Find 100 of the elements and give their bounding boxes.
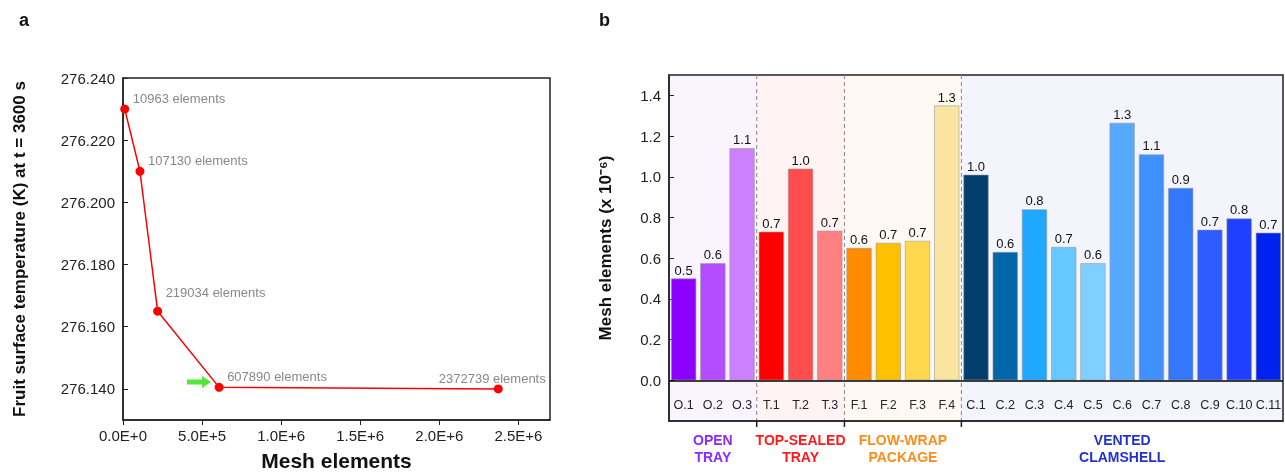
bar [1255, 232, 1281, 381]
bar [1168, 187, 1194, 381]
x-tick-label: C.6 [1112, 397, 1132, 412]
x-tick-label: 2.0E+6 [415, 427, 464, 444]
x-tick-label: C.1 [966, 397, 986, 412]
point [493, 384, 503, 394]
x-tick-label: T.2 [792, 397, 809, 412]
bar [758, 231, 784, 381]
y-tick-label: 276.140 [60, 380, 115, 398]
bar [671, 278, 697, 381]
bar [700, 263, 726, 381]
y-tick-label: 0.4 [640, 290, 661, 308]
data-label: 1.3 [937, 89, 956, 105]
x-tick-label: F.1 [850, 397, 868, 412]
bar [963, 174, 989, 381]
data-label: 0.7 [1200, 213, 1219, 229]
x-tick-label: C.10 [1225, 397, 1253, 412]
y-tick-label: 1.0 [640, 168, 661, 186]
y-tick-label: 0.2 [640, 331, 661, 349]
chart-title: b [599, 10, 610, 30]
y-tick-label: 276.160 [60, 318, 115, 336]
bar [1197, 229, 1223, 381]
annotation: 10963 elements [132, 91, 226, 107]
x-tick-label: O.1 [673, 397, 694, 412]
data-label: 1.0 [966, 158, 986, 174]
bar [1226, 218, 1252, 381]
data-label: 0.5 [674, 262, 693, 278]
bar [1021, 209, 1048, 381]
x-tick-label: O.3 [732, 397, 753, 412]
data-label: 0.8 [1230, 202, 1249, 218]
data-label: 0.6 [850, 232, 869, 247]
data-label: 0.7 [1054, 230, 1073, 246]
x-tick-label: F.2 [879, 397, 897, 412]
band-label: FLOW-WRAP PACKAGE [858, 431, 948, 465]
bar [1109, 122, 1135, 381]
bar [846, 248, 872, 381]
bar [729, 148, 755, 381]
x-axis-title: Mesh elements [261, 449, 412, 472]
x-tick-label: C.11 [1255, 397, 1282, 412]
y-axis-title: Fruit surface temperature (K) at t = 3600 s [10, 81, 29, 417]
x-tick-label: 1.5E+6 [336, 427, 385, 444]
annotation: 607890 elements [227, 369, 328, 385]
data-label: 0.6 [703, 247, 722, 263]
annotation: 2372739 elements [438, 370, 547, 386]
annotation: 107130 elements [147, 153, 249, 169]
data-label: 0.7 [762, 215, 781, 231]
x-tick-label: C.7 [1141, 397, 1162, 412]
y-tick-label: 276.200 [60, 193, 115, 211]
x-tick-label: C.3 [1024, 397, 1045, 412]
x-tick-label: C.8 [1170, 397, 1191, 412]
x-tick-label: 0.0E+0 [99, 427, 147, 444]
y-axis-title: Mesh elements (x 10⁻⁶) [596, 155, 615, 341]
bar [1138, 154, 1164, 381]
point [214, 382, 224, 392]
y-tick-label: 276.180 [60, 256, 115, 274]
x-tick-label: 2.5E+6 [494, 427, 543, 444]
y-tick-label: 0.8 [640, 208, 661, 226]
data-label: 1.0 [791, 152, 810, 168]
x-tick-label: 5.0E+5 [178, 427, 227, 444]
x-tick-label: C.4 [1053, 397, 1074, 412]
bar [904, 240, 931, 381]
x-tick-label: O.2 [702, 397, 723, 412]
bar [875, 242, 901, 381]
point [135, 166, 145, 176]
bar [817, 230, 843, 381]
data-label: 0.7 [879, 226, 898, 242]
x-tick-label: T.3 [821, 397, 839, 412]
x-tick-label: 1.0E+6 [257, 427, 306, 444]
bar [992, 252, 1018, 381]
data-label: 1.1 [1142, 138, 1161, 154]
band-label: VENTED CLAMSHELL [1079, 431, 1166, 465]
y-tick-label: 276.220 [60, 131, 115, 149]
band-label: TOP-SEALED TRAY [755, 431, 846, 465]
data-label: 0.6 [996, 236, 1015, 252]
data-label: 0.7 [1259, 216, 1278, 232]
bar [1080, 263, 1106, 381]
x-tick-label: C.2 [995, 397, 1016, 412]
point [120, 104, 130, 114]
chart-title: a [19, 10, 30, 30]
bar [1051, 246, 1077, 381]
data-label: 1.1 [733, 132, 752, 148]
y-tick-label: 1.4 [640, 86, 661, 104]
bar [934, 105, 960, 381]
data-label: 0.8 [1025, 193, 1044, 209]
x-tick-label: C.9 [1200, 397, 1220, 412]
data-label: 1.3 [1113, 106, 1132, 122]
y-tick-label: 0.0 [640, 371, 661, 389]
bar [788, 168, 814, 381]
y-tick-label: 0.6 [640, 249, 661, 267]
data-label: 0.6 [1083, 247, 1102, 263]
x-tick-label: C.5 [1083, 397, 1103, 412]
x-tick-label: F.3 [909, 397, 926, 412]
y-tick-label: 1.2 [640, 127, 661, 145]
data-label: 0.7 [908, 224, 927, 240]
x-tick-label: F.4 [938, 397, 956, 412]
band-label: OPEN TRAY [693, 431, 733, 465]
annotation: 219034 elements [165, 285, 266, 301]
y-tick-label: 276.240 [60, 69, 115, 87]
x-tick-label: T.1 [762, 397, 780, 412]
data-label: 0.7 [820, 214, 839, 230]
